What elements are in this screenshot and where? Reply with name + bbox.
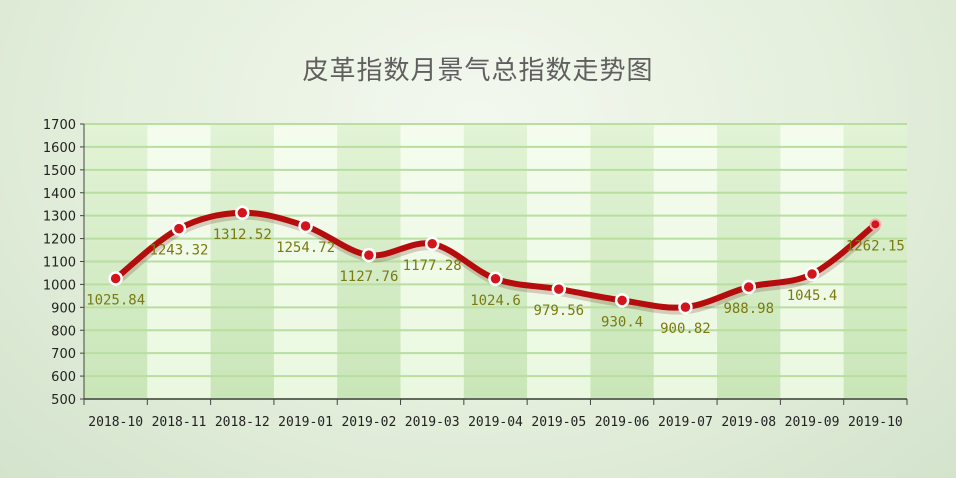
y-tick-label: 700 xyxy=(51,347,76,362)
y-tick-label: 1300 xyxy=(43,210,76,225)
x-tick-label: 2019-06 xyxy=(595,415,650,430)
data-point-marker[interactable] xyxy=(804,266,820,282)
data-point-marker[interactable] xyxy=(171,221,187,236)
data-label: 1312.52 xyxy=(213,227,272,243)
x-tick-label: 2018-12 xyxy=(215,415,270,430)
data-label: 988.98 xyxy=(723,301,774,317)
data-label: 900.82 xyxy=(660,321,711,337)
x-tick-label: 2019-02 xyxy=(341,415,396,430)
chart-title: 皮革指数月景气总指数走势图 xyxy=(302,56,654,86)
axes xyxy=(80,123,908,405)
data-point-marker[interactable] xyxy=(235,205,250,221)
data-label: 1177.28 xyxy=(403,258,462,274)
data-point-marker[interactable] xyxy=(741,279,756,295)
data-label: 930.4 xyxy=(601,314,643,330)
data-label: 979.56 xyxy=(534,303,585,319)
y-tick-label: 600 xyxy=(51,370,76,385)
data-label: 1243.32 xyxy=(149,243,208,259)
data-label: 1025.84 xyxy=(86,292,145,308)
x-tick-label: 2018-11 xyxy=(152,415,207,430)
y-tick-label: 900 xyxy=(51,301,76,316)
data-label: 1127.76 xyxy=(339,269,398,285)
y-tick-label: 1000 xyxy=(43,278,76,293)
data-point-marker[interactable] xyxy=(551,281,567,297)
x-tick-label: 2019-08 xyxy=(721,415,776,430)
data-label: 1045.4 xyxy=(787,288,838,304)
x-tick-label: 2019-09 xyxy=(785,415,840,430)
data-point-marker[interactable] xyxy=(298,218,313,234)
data-point-marker[interactable] xyxy=(678,299,693,315)
data-point-marker[interactable] xyxy=(488,271,503,287)
y-tick-label: 1100 xyxy=(43,256,76,271)
x-tick-label: 2019-03 xyxy=(405,415,460,430)
x-tick-label: 2019-07 xyxy=(658,415,713,430)
marker-group xyxy=(108,205,882,315)
y-tick-label: 1600 xyxy=(43,141,76,156)
data-label: 1262.15 xyxy=(846,238,905,254)
x-tick-label: 2019-01 xyxy=(278,415,333,430)
x-tick-labels: 2018-10 2018-11 2018-12 2019-01 2019-02 2019-… xyxy=(88,415,902,430)
data-point-marker[interactable] xyxy=(361,247,377,263)
y-tick-label: 1700 xyxy=(43,118,76,133)
y-tick-label: 500 xyxy=(51,393,76,408)
data-point-marker[interactable] xyxy=(614,293,630,308)
x-tick-label: 2019-10 xyxy=(848,415,903,430)
data-point-marker[interactable] xyxy=(108,271,123,286)
x-tick-label: 2018-10 xyxy=(88,415,143,430)
y-tick-label: 1400 xyxy=(43,187,76,202)
y-tick-label: 1500 xyxy=(43,164,76,179)
y-tick-label: 1200 xyxy=(43,233,76,248)
data-point-marker[interactable] xyxy=(869,218,882,231)
data-point-marker[interactable] xyxy=(424,236,440,252)
x-tick-label: 2019-05 xyxy=(531,415,586,430)
data-label: 1024.6 xyxy=(470,293,521,309)
y-tick-labels: 500 600 700 800 900 1000 1100 1200 1300 1400 1500 1… xyxy=(43,118,76,408)
data-label: 1254.72 xyxy=(276,240,335,256)
x-tick-label: 2019-04 xyxy=(468,415,523,430)
y-tick-label: 800 xyxy=(51,324,76,339)
